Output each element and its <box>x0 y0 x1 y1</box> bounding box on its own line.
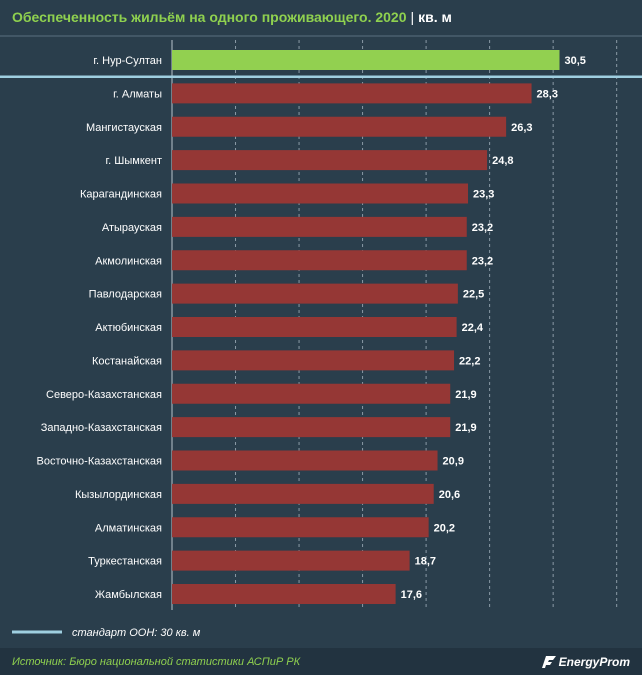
bar <box>172 250 467 271</box>
category-label: г. Шымкент <box>106 155 163 167</box>
chart-title: Обеспеченность жильём на одного проживаю… <box>12 6 452 28</box>
value-label: 21,9 <box>455 389 476 401</box>
bar <box>172 150 488 171</box>
bar <box>172 483 434 504</box>
bar <box>172 116 507 137</box>
category-label: Туркестанская <box>88 556 162 568</box>
bar <box>172 550 410 571</box>
energyprom-logo: EnergyProm <box>541 654 630 669</box>
title-text: Обеспеченность жильём на одного проживаю… <box>12 9 407 25</box>
value-label: 22,5 <box>463 289 484 301</box>
bar <box>172 283 458 304</box>
value-label: 22,4 <box>462 322 484 334</box>
category-label: Атырауская <box>102 222 162 234</box>
value-label: 18,7 <box>415 556 436 568</box>
category-label: Павлодарская <box>89 289 162 301</box>
category-label: Карагандинская <box>80 189 162 201</box>
value-label: 20,2 <box>434 522 455 534</box>
logo-text: EnergyProm <box>558 654 630 669</box>
value-label: 17,6 <box>401 589 422 601</box>
value-label: 23,3 <box>473 189 494 201</box>
bar <box>172 584 396 604</box>
category-label: г. Алматы <box>113 88 162 100</box>
value-label: 20,9 <box>443 456 464 468</box>
value-label: 28,3 <box>537 88 558 100</box>
legend-label: стандарт ООН: 30 кв. м <box>72 627 201 639</box>
bar <box>172 383 451 404</box>
value-label: 21,9 <box>455 422 476 434</box>
source-note: Источник: Бюро национальной статистики А… <box>12 655 301 668</box>
title-separator: | <box>410 9 415 25</box>
value-label: 22,2 <box>459 355 480 367</box>
value-label: 26,3 <box>511 122 532 134</box>
bar <box>172 317 457 337</box>
category-label: Акмолинская <box>95 255 162 267</box>
category-label: г. Нур-Султан <box>93 55 162 67</box>
bar <box>172 350 455 371</box>
category-label: Алматинская <box>95 522 162 534</box>
category-label: Актюбинская <box>95 322 162 334</box>
category-label: Северо-Казахстанская <box>46 389 162 401</box>
bar <box>172 517 429 538</box>
logo-icon <box>541 655 556 668</box>
bar <box>172 183 469 204</box>
bar <box>172 450 438 471</box>
category-label: Восточно-Казахстанская <box>36 456 162 468</box>
value-label: 24,8 <box>492 155 513 167</box>
bar-highlight <box>172 50 560 70</box>
bar <box>172 83 532 104</box>
category-label: Мангистауская <box>86 122 162 134</box>
category-label: Кызылординская <box>75 489 162 501</box>
category-label: Костанайская <box>92 355 162 367</box>
category-label: Жамбылская <box>95 589 162 601</box>
bar <box>172 216 467 237</box>
value-label: 23,2 <box>472 255 493 267</box>
value-label: 20,6 <box>439 489 460 501</box>
value-label: 30,5 <box>565 55 586 67</box>
bar-chart: г. Нур-Султан 30,5 г. Алматы 28,3 Мангистаус… <box>0 35 642 639</box>
category-label: Западно-Казахстанская <box>41 422 162 434</box>
footer: Источник: Бюро национальной статистики А… <box>0 648 642 675</box>
value-label: 23,2 <box>472 222 493 234</box>
title-unit: кв. м <box>418 9 452 25</box>
bar <box>172 417 451 438</box>
